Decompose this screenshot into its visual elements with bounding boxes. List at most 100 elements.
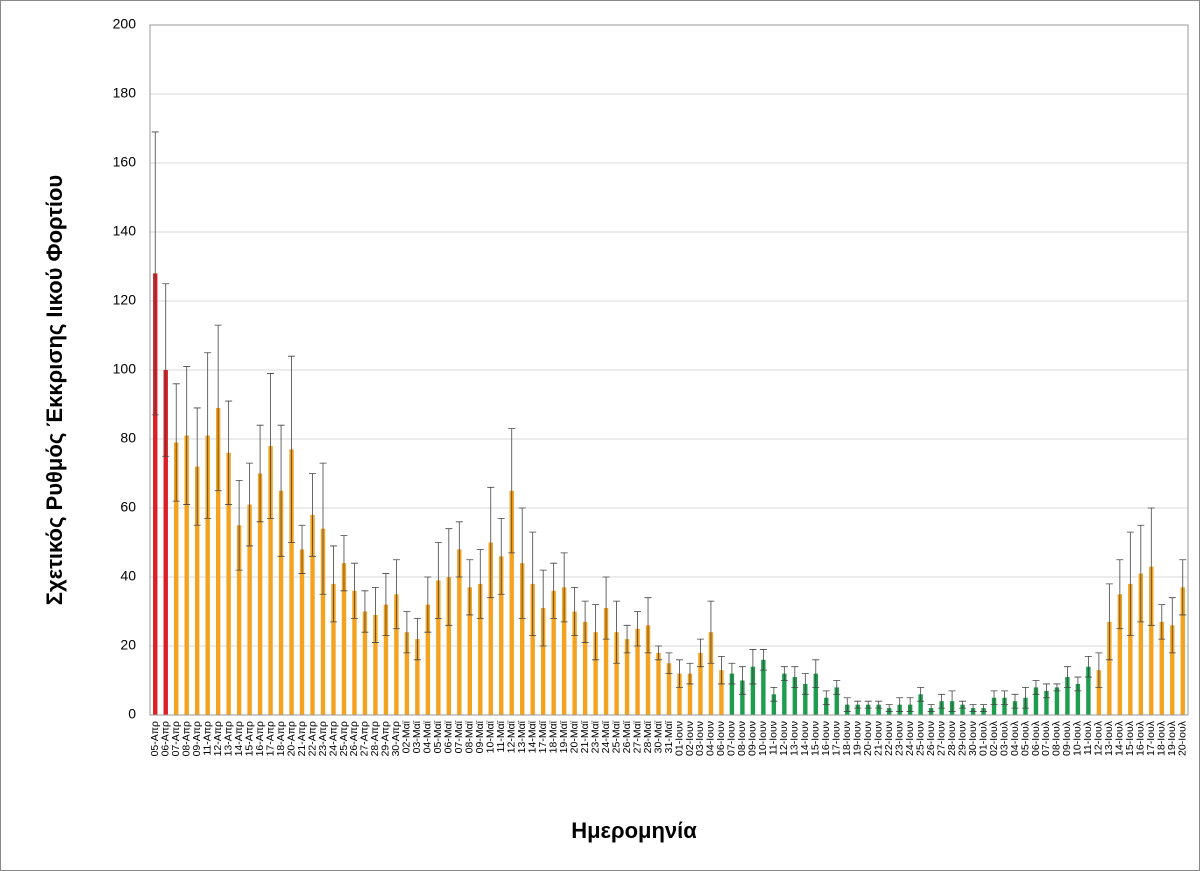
bar xyxy=(520,563,525,715)
x-tick-label: 20-Μαϊ xyxy=(568,720,580,753)
y-tick-label: 20 xyxy=(120,637,136,653)
x-tick-label: 11-Μαϊ xyxy=(495,720,507,752)
x-tick-label: 06-Μαϊ xyxy=(443,720,455,753)
x-tick-label: 27-Μαϊ xyxy=(631,720,643,753)
bar xyxy=(624,639,630,715)
x-tick-label: 06-Ιουλ xyxy=(1030,720,1042,756)
x-tick-label: 08-Ιουλ xyxy=(1051,720,1063,756)
error-bar xyxy=(392,559,400,630)
bar xyxy=(740,680,745,715)
y-tick-label: 40 xyxy=(120,568,136,584)
error-bar xyxy=(634,611,642,647)
error-bar xyxy=(298,524,306,574)
error-bar xyxy=(246,462,254,547)
x-tick-label: 02-Ιουλ xyxy=(988,720,1000,756)
x-tick-label: 07-Απρ xyxy=(170,721,182,756)
error-bar xyxy=(1168,597,1176,654)
bar xyxy=(855,704,860,715)
bar xyxy=(1096,670,1102,715)
bar xyxy=(603,608,609,715)
error-bar xyxy=(665,652,673,674)
x-tick-label: 24-Ιουν xyxy=(904,721,916,756)
x-tick-label: 25-Μαϊ xyxy=(610,720,622,753)
bar xyxy=(394,594,399,715)
x-tick-label: 17-Απρ xyxy=(264,721,276,756)
error-bar xyxy=(350,562,358,619)
error-bar xyxy=(655,645,663,661)
x-tick-label: 02-Ιουν xyxy=(684,721,696,756)
error-bar xyxy=(277,424,285,557)
x-tick-label: 09-Απρ xyxy=(191,721,203,756)
bar xyxy=(771,694,777,715)
bar xyxy=(551,590,556,715)
bar xyxy=(257,473,263,715)
x-tick-label: 26-Απρ xyxy=(348,721,360,756)
bar xyxy=(184,435,189,715)
bar xyxy=(960,704,965,715)
bar xyxy=(194,466,200,715)
bar xyxy=(488,542,493,715)
bar xyxy=(708,632,714,715)
x-tick-label: 27-Απρ xyxy=(359,721,371,756)
bar xyxy=(415,639,420,715)
bar xyxy=(1086,666,1091,715)
error-bar xyxy=(686,662,694,685)
bar xyxy=(174,442,179,715)
x-tick-label: 21-Ιουν xyxy=(872,721,884,756)
x-tick-label: 12-Ιουν xyxy=(778,721,790,756)
error-bar xyxy=(214,324,222,492)
error-bar xyxy=(833,680,841,695)
bar xyxy=(991,697,997,715)
x-tick-label: 11-Απρ xyxy=(201,721,213,756)
bar xyxy=(593,632,598,715)
error-bar xyxy=(256,424,264,523)
error-bar xyxy=(162,283,170,457)
y-tick-label: 160 xyxy=(113,154,137,170)
error-bar xyxy=(466,559,474,616)
error-bar xyxy=(791,666,799,688)
bar xyxy=(687,673,693,715)
bar xyxy=(509,490,514,715)
x-axis-title: Ημερομηνία xyxy=(571,818,697,843)
x-tick-label: 03-Ιουλ xyxy=(998,720,1010,756)
bar xyxy=(331,583,336,715)
error-bar xyxy=(267,373,275,519)
error-bar xyxy=(613,600,621,664)
x-tick-label: 14-Μαϊ xyxy=(526,720,538,753)
error-bar xyxy=(413,618,421,661)
error-bar xyxy=(864,700,872,709)
x-tick-label: 05-Μαϊ xyxy=(432,720,444,753)
x-tick-label: 28-Απρ xyxy=(369,721,381,756)
x-tick-label: 09-Ιουν xyxy=(747,721,759,756)
bar xyxy=(467,587,472,715)
x-tick-label: 16-Ιουν xyxy=(820,721,832,756)
error-bar xyxy=(843,697,851,712)
bar xyxy=(1117,594,1123,715)
bar xyxy=(1054,687,1060,715)
error-bar xyxy=(225,400,233,505)
error-bar xyxy=(696,638,704,668)
error-bar xyxy=(1021,687,1029,709)
error-bar xyxy=(204,352,212,519)
x-tick-label: 25-Ιουν xyxy=(914,721,926,756)
bar xyxy=(729,673,735,715)
error-bar xyxy=(990,690,998,706)
x-tick-label: 19-Ιουλ xyxy=(1166,720,1178,756)
x-tick-label: 05-Ιουλ xyxy=(1019,720,1031,756)
bar xyxy=(278,490,284,715)
bar xyxy=(561,587,567,715)
error-bar xyxy=(288,355,296,543)
x-tick-label: 27-Ιουν xyxy=(935,721,947,756)
error-bar xyxy=(875,700,883,709)
error-bar xyxy=(434,542,442,619)
x-tick-label: 08-Απρ xyxy=(180,721,192,756)
x-tick-label: 17-Μαϊ xyxy=(537,720,549,753)
x-tick-label: 24-Απρ xyxy=(327,721,339,756)
x-tick-label: 15-Απρ xyxy=(243,721,255,756)
bar xyxy=(362,611,368,715)
x-tick-label: 29-Ιουν xyxy=(956,721,968,756)
x-tick-label: 25-Απρ xyxy=(338,721,350,756)
bar xyxy=(268,445,273,715)
x-tick-label: 13-Ιουν xyxy=(789,721,801,756)
